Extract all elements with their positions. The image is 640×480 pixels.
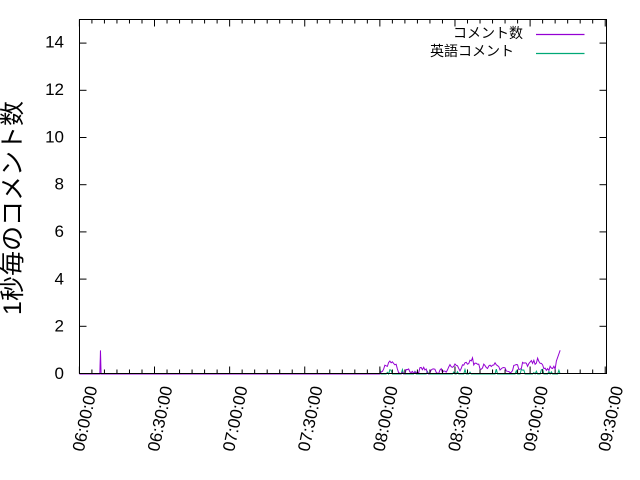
svg-text:14: 14 — [45, 33, 64, 52]
svg-text:6: 6 — [55, 222, 64, 241]
svg-text:10: 10 — [45, 127, 64, 146]
svg-text:英語コメント: 英語コメント — [430, 43, 514, 59]
svg-text:8: 8 — [55, 175, 64, 194]
svg-text:コメント数: コメント数 — [453, 25, 523, 41]
svg-text:4: 4 — [55, 269, 64, 288]
svg-text:0: 0 — [55, 364, 64, 383]
svg-text:2: 2 — [55, 317, 64, 336]
svg-text:1秒毎のコメント数: 1秒毎のコメント数 — [0, 101, 27, 315]
svg-text:12: 12 — [45, 80, 64, 99]
